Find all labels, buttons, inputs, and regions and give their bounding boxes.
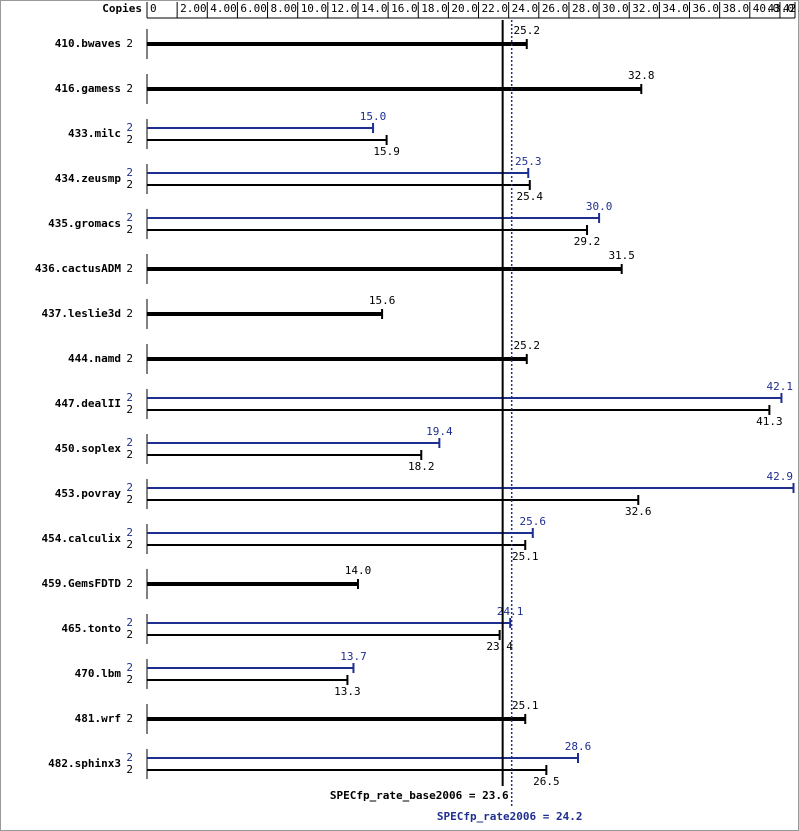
value-label: 32.6 [625, 505, 652, 518]
x-tick-label: 6.00 [240, 2, 267, 15]
copies-label: 2 [126, 538, 133, 551]
x-tick-label: 26.0 [542, 2, 569, 15]
value-label: 25.1 [512, 550, 539, 563]
copies-label: 2 [126, 178, 133, 191]
copies-label: 2 [126, 223, 133, 236]
value-label: 26.5 [533, 775, 560, 788]
copies-label: 2 [126, 307, 133, 320]
value-label: 25.6 [520, 515, 547, 528]
value-label: 25.4 [517, 190, 544, 203]
value-label: 32.8 [628, 69, 655, 82]
x-tick-label: 34.0 [662, 2, 689, 15]
value-label: 41.3 [756, 415, 783, 428]
benchmark-label: 481.wrf [75, 712, 121, 725]
value-label: 15.0 [360, 110, 387, 123]
x-tick-label: 24.0 [512, 2, 539, 15]
x-tick-label: 8.00 [271, 2, 298, 15]
value-label: 29.2 [574, 235, 601, 248]
copies-label: 2 [126, 577, 133, 590]
benchmark-label: 433.milc [68, 127, 121, 140]
benchmark-label: 416.gamess [55, 82, 121, 95]
x-tick-label: 28.0 [572, 2, 599, 15]
copies-label: 2 [126, 436, 133, 449]
copies-label: 2 [126, 391, 133, 404]
value-label: 25.2 [514, 339, 541, 352]
benchmark-label: 436.cactusADM [35, 262, 121, 275]
benchmark-label: 453.povray [55, 487, 122, 500]
benchmark-label: 482.sphinx3 [48, 757, 121, 770]
value-label: 18.2 [408, 460, 435, 473]
value-label: 28.6 [565, 740, 592, 753]
x-tick-label: 43.0 [768, 2, 795, 15]
copies-label: 2 [126, 526, 133, 539]
benchmark-label: 444.namd [68, 352, 121, 365]
copies-label: 2 [126, 133, 133, 146]
value-label: 13.3 [334, 685, 361, 698]
value-label: 23.4 [486, 640, 513, 653]
x-tick-label: 14.0 [361, 2, 388, 15]
value-label: 42.1 [767, 380, 794, 393]
copies-label: 2 [126, 352, 133, 365]
copies-label: 2 [126, 166, 133, 179]
copies-label: 2 [126, 121, 133, 134]
benchmark-label: 470.lbm [75, 667, 122, 680]
x-tick-label: 2.00 [180, 2, 207, 15]
x-tick-label: 40.0 [753, 2, 780, 15]
copies-label: 2 [126, 481, 133, 494]
x-tick-label: 18.0 [421, 2, 448, 15]
value-label: 31.5 [608, 249, 635, 262]
x-tick-label: 22.0 [482, 2, 509, 15]
benchmark-label: 450.soplex [55, 442, 122, 455]
value-label: 15.6 [369, 294, 396, 307]
x-tick-label: 32.0 [632, 2, 659, 15]
benchmark-label: 410.bwaves [55, 37, 121, 50]
copies-label: 2 [126, 712, 133, 725]
x-tick-label: 10.0 [301, 2, 328, 15]
copies-label: 2 [126, 661, 133, 674]
x-tick-label: 4.00 [210, 2, 237, 15]
value-label: 25.1 [512, 699, 539, 712]
x-tick-label: 38.0 [723, 2, 750, 15]
copies-label: 2 [126, 448, 133, 461]
x-tick-label: 16.0 [391, 2, 418, 15]
x-tick-label: 20.0 [451, 2, 478, 15]
copies-label: 2 [126, 628, 133, 641]
value-label: 14.0 [345, 564, 372, 577]
copies-header: Copies [102, 2, 142, 15]
copies-label: 2 [126, 403, 133, 416]
value-label: 30.0 [586, 200, 613, 213]
benchmark-label: 447.dealII [55, 397, 121, 410]
value-label: 24.1 [497, 605, 524, 618]
copies-label: 2 [126, 211, 133, 224]
value-label: 25.3 [515, 155, 542, 168]
benchmark-label: 465.tonto [61, 622, 121, 635]
value-label: 13.7 [340, 650, 367, 663]
x-tick-label: 36.0 [693, 2, 720, 15]
copies-label: 2 [126, 763, 133, 776]
value-label: 19.4 [426, 425, 453, 438]
value-label: 15.9 [373, 145, 400, 158]
benchmark-label: 437.leslie3d [42, 307, 121, 320]
x-tick-label: 12.0 [331, 2, 358, 15]
value-label: 42.9 [767, 470, 794, 483]
benchmark-label: 434.zeusmp [55, 172, 122, 185]
copies-label: 2 [126, 751, 133, 764]
copies-label: 2 [126, 262, 133, 275]
copies-label: 2 [126, 493, 133, 506]
copies-label: 2 [126, 37, 133, 50]
benchmark-label: 459.GemsFDTD [42, 577, 122, 590]
copies-label: 2 [126, 616, 133, 629]
value-label: 25.2 [514, 24, 541, 37]
reference-label: SPECfp_rate2006 = 24.2 [437, 810, 583, 823]
benchmark-label: 454.calculix [42, 532, 122, 545]
benchmark-label: 435.gromacs [48, 217, 121, 230]
reference-label: SPECfp_rate_base2006 = 23.6 [330, 789, 509, 802]
x-tick-label: 30.0 [602, 2, 629, 15]
x-tick-label: 0 [150, 2, 157, 15]
copies-label: 2 [126, 82, 133, 95]
copies-label: 2 [126, 673, 133, 686]
